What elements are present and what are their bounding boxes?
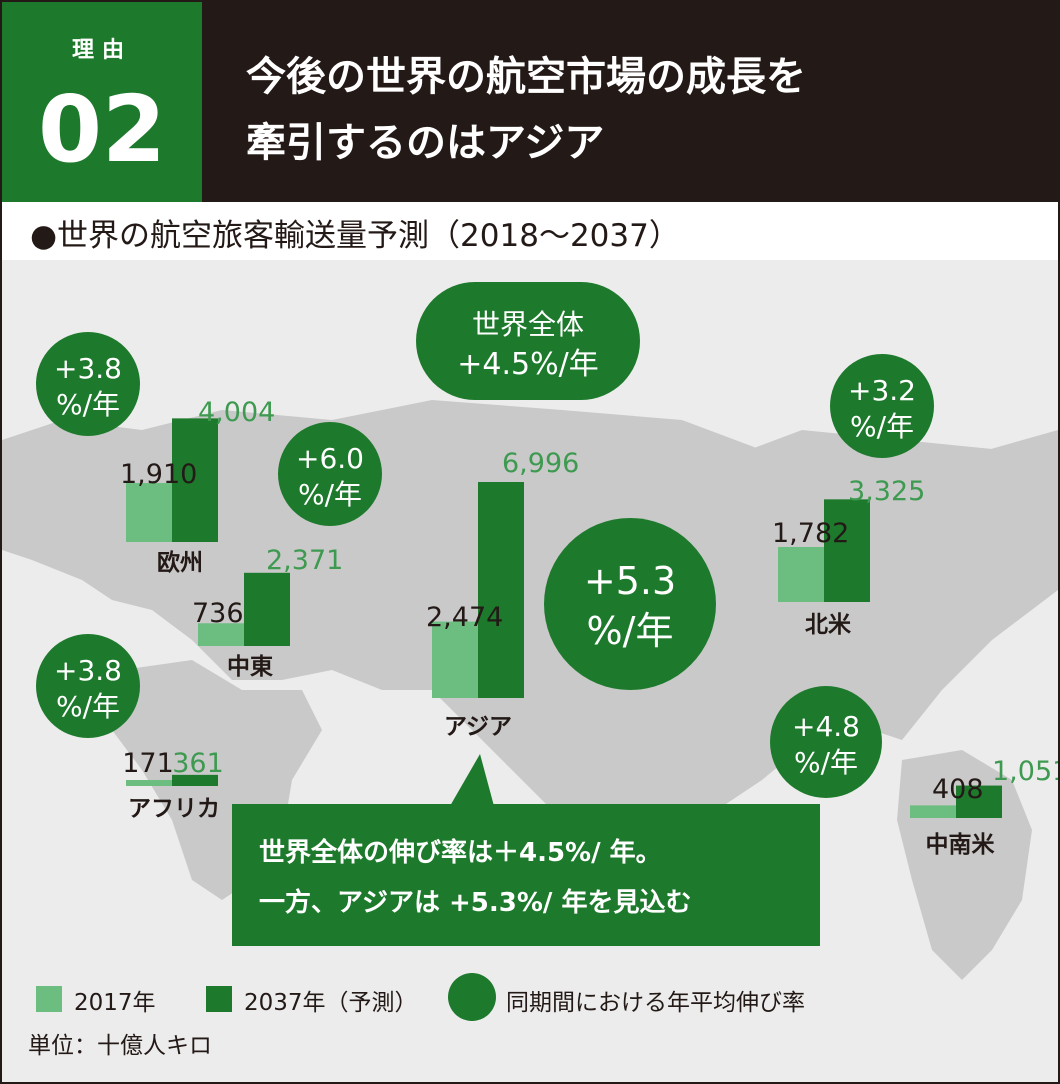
growth-rate-1: +6.0 bbox=[296, 442, 364, 475]
category-label-0: 欧州 bbox=[157, 550, 203, 576]
value-label-2037-3: 3,325 bbox=[848, 476, 925, 507]
growth-circle-5 bbox=[770, 686, 882, 798]
bar-2017-5 bbox=[910, 805, 956, 818]
growth-rate-3: +3.2 bbox=[848, 374, 916, 407]
value-label-2017-5: 408 bbox=[932, 774, 984, 805]
reason-badge: 理由 02 bbox=[2, 2, 202, 202]
world-total-label: 世界全体 bbox=[472, 308, 584, 341]
growth-circle-1 bbox=[278, 422, 382, 526]
value-label-2037-2: 6,996 bbox=[502, 448, 579, 479]
chart-title: ●世界の航空旅客輸送量予測（2018〜2037） bbox=[30, 218, 680, 254]
value-label-2017-0: 1,910 bbox=[120, 459, 197, 490]
world-total-rate: +4.5%/年 bbox=[457, 347, 598, 382]
growth-rate-4: +3.8 bbox=[54, 654, 122, 687]
growth-unit-2: %/年 bbox=[587, 609, 674, 653]
bar-2037-3 bbox=[824, 499, 870, 602]
reason-label: 理由 bbox=[71, 38, 132, 63]
growth-unit-3: %/年 bbox=[850, 410, 914, 443]
growth-unit-5: %/年 bbox=[794, 746, 858, 779]
legend-label-2017: 2017年 bbox=[74, 990, 156, 1016]
value-label-2017-1: 736 bbox=[192, 598, 244, 629]
bar-2017-4 bbox=[126, 780, 172, 786]
value-label-2017-3: 1,782 bbox=[772, 518, 849, 549]
map-landmass-north-america bbox=[702, 430, 1058, 740]
growth-rate-5: +4.8 bbox=[792, 710, 860, 743]
growth-circle-0 bbox=[36, 332, 140, 436]
bar-2017-1 bbox=[198, 623, 244, 646]
legend-swatch-2017 bbox=[36, 986, 62, 1012]
value-label-2037-5: 1,051 bbox=[992, 756, 1058, 787]
growth-unit-0: %/年 bbox=[56, 388, 120, 421]
value-label-2037-4: 361 bbox=[172, 748, 224, 779]
value-label-2017-2: 2,474 bbox=[426, 602, 503, 633]
bar-2017-2 bbox=[432, 621, 478, 698]
chart-canvas: 世界全体+4.5%/年1,9104,004欧州+3.8%/年7362,371中東… bbox=[2, 282, 1058, 980]
growth-circle-2 bbox=[544, 518, 716, 690]
bar-2037-0 bbox=[172, 418, 218, 542]
header-banner: 理由 02 今後の世界の航空市場の成長を 牽引するのはアジア bbox=[2, 2, 1058, 202]
category-label-2: アジア bbox=[444, 714, 512, 740]
legend-label-circle: 同期間における年平均伸び率 bbox=[506, 990, 805, 1016]
category-label-5: 中南米 bbox=[926, 832, 996, 858]
growth-rate-0: +3.8 bbox=[54, 352, 122, 385]
bar-2017-0 bbox=[126, 483, 172, 542]
growth-circle-4 bbox=[36, 634, 140, 738]
headline-line-2: 牽引するのはアジア bbox=[246, 120, 605, 166]
value-label-2037-0: 4,004 bbox=[198, 397, 275, 428]
legend-circle bbox=[448, 973, 496, 1021]
growth-circle-3 bbox=[830, 354, 934, 458]
category-label-1: 中東 bbox=[227, 654, 273, 680]
callout-line-2: 一方、アジアは +5.3%/ 年を見込む bbox=[259, 888, 692, 918]
bar-2017-3 bbox=[778, 546, 824, 602]
chart-marks: 世界全体+4.5%/年1,9104,004欧州+3.8%/年7362,371中東… bbox=[36, 282, 1058, 858]
bar-2037-1 bbox=[244, 572, 290, 646]
bar-2037-5 bbox=[956, 785, 1002, 818]
callout-box bbox=[232, 804, 820, 946]
unit-label: 単位：十億人キロ bbox=[28, 1033, 212, 1059]
growth-rate-2: +5.3 bbox=[584, 559, 676, 603]
headline-line-1: 今後の世界の航空市場の成長を bbox=[246, 54, 806, 100]
category-label-3: 北米 bbox=[805, 612, 852, 638]
category-label-4: アフリカ bbox=[128, 796, 220, 822]
legend-label-2037: 2037年（予測） bbox=[244, 990, 418, 1016]
growth-unit-1: %/年 bbox=[298, 478, 362, 511]
callout-line-1: 世界全体の伸び率は＋4.5%/ 年。 bbox=[259, 838, 662, 868]
world-total-badge bbox=[416, 282, 640, 400]
value-label-2037-1: 2,371 bbox=[266, 545, 343, 576]
bar-2037-2 bbox=[478, 482, 524, 698]
world-map-panel: 世界全体 +4.5%/年 1,910 4,004 欧州 +3.8 %/年 736 2,371 中東… bbox=[2, 260, 1058, 1082]
legend-swatch-2037 bbox=[206, 986, 232, 1012]
reason-number: 02 bbox=[37, 76, 167, 183]
bar-2037-4 bbox=[172, 774, 218, 786]
growth-unit-4: %/年 bbox=[56, 690, 120, 723]
callout-pointer bbox=[450, 754, 494, 806]
value-label-2017-4: 171 bbox=[122, 748, 174, 779]
